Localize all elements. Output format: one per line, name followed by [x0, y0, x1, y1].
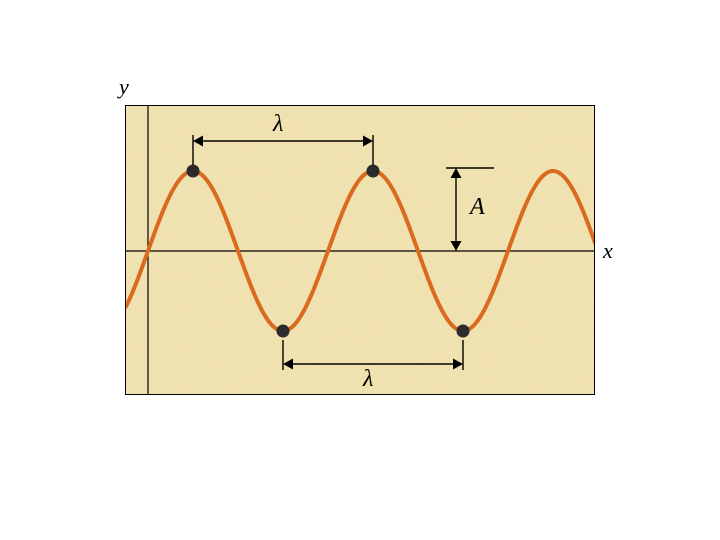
plot-svg — [126, 106, 595, 395]
x-axis-label: x — [603, 238, 613, 264]
trough-1-point — [277, 325, 290, 338]
arrowhead-down — [451, 241, 462, 251]
wave-figure: y x λ λ A — [105, 80, 615, 420]
amplitude-label: A — [470, 194, 485, 221]
y-axis-label: y — [119, 74, 129, 100]
lambda-bottom-label: λ — [363, 366, 373, 393]
arrowhead-left — [283, 359, 293, 370]
arrowhead-right — [453, 359, 463, 370]
crest-1-point — [187, 165, 200, 178]
plot-panel: λ λ A — [125, 105, 595, 395]
crest-2-point — [367, 165, 380, 178]
trough-2-point — [457, 325, 470, 338]
lambda-top-label: λ — [273, 111, 283, 138]
arrowhead-up — [451, 168, 462, 178]
arrowhead-left — [193, 136, 203, 147]
arrowhead-right — [363, 136, 373, 147]
